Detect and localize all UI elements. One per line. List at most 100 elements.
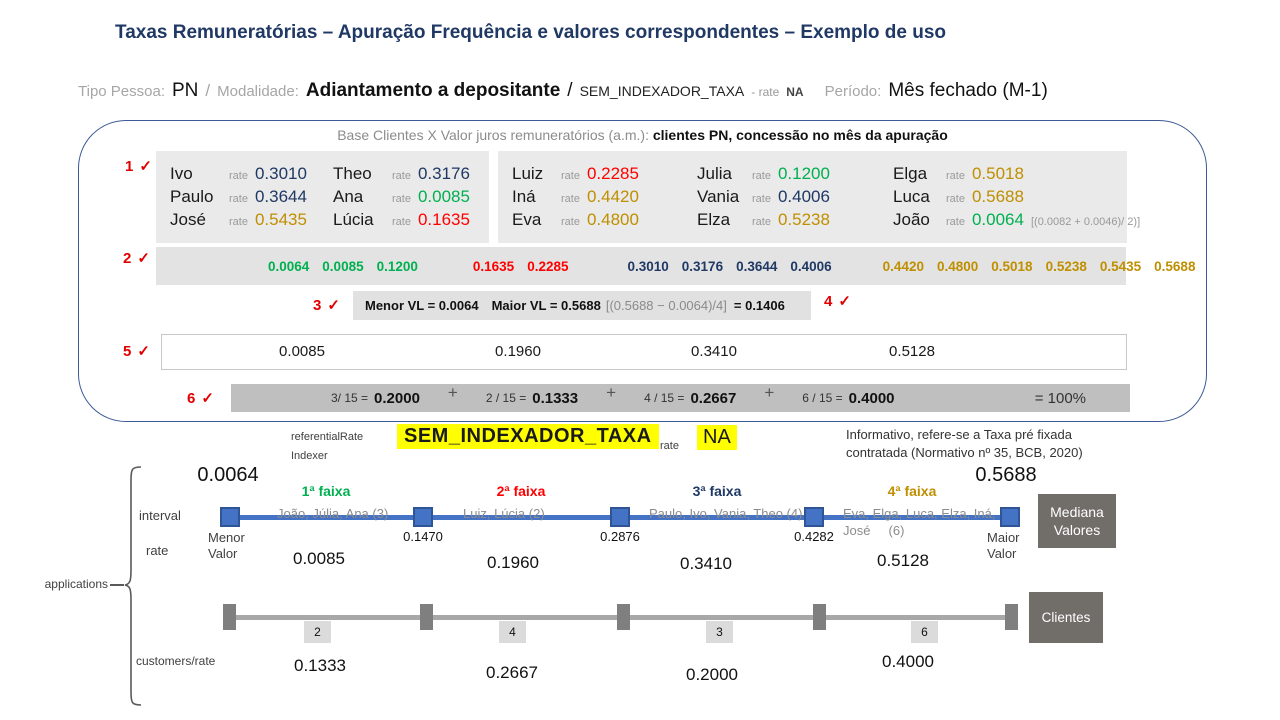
client-entry: João rate 0.0064 [(0.0082 + 0.0046)/ 2)] bbox=[893, 210, 1140, 230]
plus-sign: + bbox=[606, 383, 617, 402]
max-endpoint-label: Maior Valor bbox=[987, 530, 1020, 562]
periodo-value: Mês fechado (M-1) bbox=[888, 80, 1048, 101]
check-icon: ✓ bbox=[838, 293, 851, 310]
median-value: 0.5128 bbox=[889, 343, 935, 360]
client-name: Vania bbox=[697, 187, 740, 206]
mediana-valores-box: Mediana Valores bbox=[1038, 494, 1116, 548]
client-rate: 0.0064 bbox=[971, 210, 1024, 229]
faixa-rate: 0.5128 bbox=[877, 551, 929, 570]
base-clients-frame: Base Clientes X Valor juros remuneratóri… bbox=[78, 120, 1207, 422]
clientes-box: Clientes bbox=[1029, 592, 1103, 643]
client-entry: Iná rate 0.4420 bbox=[512, 187, 697, 207]
client-name: Theo bbox=[333, 164, 372, 183]
rate-label: rate bbox=[229, 193, 248, 205]
rate-label: rate bbox=[229, 216, 248, 228]
separator-slash: / bbox=[567, 80, 573, 101]
client-entry: Elza rate 0.5238 bbox=[697, 210, 893, 230]
sorted-rate: 0.5435 bbox=[1099, 258, 1142, 274]
client-entry: Eva rate 0.4800 bbox=[512, 210, 697, 230]
customer-rate: 0.4000 bbox=[882, 652, 934, 671]
check-icon: ✓ bbox=[139, 158, 152, 175]
faixa-rate: 0.0085 bbox=[293, 549, 345, 568]
step-number: 1 bbox=[125, 157, 134, 175]
informative-note: Informativo, refere-se a Taxa pré fixada… bbox=[846, 427, 1083, 460]
interval-result: = 0.1406 bbox=[733, 298, 785, 313]
sorted-rate: 0.4006 bbox=[790, 258, 832, 274]
menor-vl: Menor VL = 0.0064 bbox=[365, 298, 479, 313]
rate-value: NA bbox=[786, 85, 804, 99]
step-5-check: 5 ✓ bbox=[123, 342, 150, 361]
client-name: Lúcia bbox=[333, 210, 374, 229]
rate-value-highlight: NA bbox=[697, 425, 737, 450]
client-entry: Luiz rate 0.2285 bbox=[512, 164, 697, 184]
customers-node bbox=[1005, 604, 1018, 630]
step-number: 4 bbox=[824, 292, 833, 310]
plus-sign: + bbox=[764, 383, 775, 402]
sorted-rates-bar: 0.0064 0.0085 0.1200 0.1635 0.2285 0.301… bbox=[156, 247, 1195, 285]
subtitle: Tipo Pessoa: PN / Modalidade: Adiantamen… bbox=[78, 80, 1048, 102]
client-entry: Ivo rate 0.3010 bbox=[170, 164, 333, 184]
modalidade-value: Adiantamento a depositante bbox=[305, 80, 561, 101]
sorted-rate: 0.3644 bbox=[736, 258, 778, 274]
frame-header-black: clientes PN, concessão no mês da apuraçã… bbox=[652, 127, 948, 143]
indexer-value-highlight: SEM_INDEXADOR_TAXA bbox=[397, 424, 659, 449]
client-rate: 0.5435 bbox=[254, 210, 307, 229]
fraction-label: 2 / 15 = bbox=[485, 391, 527, 405]
rate-row-label: rate bbox=[146, 543, 169, 558]
client-rate-formula: [(0.0082 + 0.0046)/ 2)] bbox=[1030, 216, 1141, 228]
interval-node bbox=[610, 507, 630, 527]
faixa-rate: 0.1960 bbox=[487, 553, 539, 572]
tipo-pessoa-value: PN bbox=[172, 80, 199, 101]
rate-label: rate bbox=[561, 170, 580, 182]
customer-rate: 0.2000 bbox=[686, 665, 738, 684]
client-rate: 0.2285 bbox=[586, 164, 639, 183]
client-name: Ivo bbox=[170, 164, 193, 183]
periodo-label: Período: bbox=[824, 83, 882, 100]
interval-row-label: interval bbox=[139, 508, 181, 523]
rate-label: rate bbox=[752, 193, 771, 205]
rate-label: rate bbox=[561, 216, 580, 228]
boundary-value: 0.1470 bbox=[403, 529, 443, 544]
client-name: Luca bbox=[893, 187, 930, 206]
boundary-value: 0.2876 bbox=[600, 529, 640, 544]
indexador-value: SEM_INDEXADOR_TAXA bbox=[579, 83, 745, 99]
fraction-value: 0.2667 bbox=[690, 389, 737, 407]
client-name: João bbox=[893, 210, 930, 229]
step-4-check: 4 ✓ bbox=[824, 292, 851, 311]
client-entry: José rate 0.5435 bbox=[170, 210, 333, 230]
step-number: 6 bbox=[187, 389, 196, 407]
faixa-clients: Paulo, Ivo, Vania, Theo (4) bbox=[649, 506, 803, 521]
referential-rate-label: referentialRate bbox=[291, 431, 364, 443]
sorted-rate: 0.2285 bbox=[527, 258, 569, 274]
client-name: Julia bbox=[697, 164, 732, 183]
client-rate: 0.0085 bbox=[417, 187, 470, 206]
indexer-label: Indexer bbox=[291, 450, 328, 462]
client-rate: 0.3644 bbox=[254, 187, 307, 206]
clients-panel-left: Ivo rate 0.3010 Theo rate 0.3176 Paulo rate 0.… bbox=[156, 151, 489, 243]
customer-rate: 0.1333 bbox=[294, 656, 346, 675]
sorted-rate: 0.5238 bbox=[1045, 258, 1087, 274]
client-rate: 0.4800 bbox=[586, 210, 639, 229]
client-rate: 0.4006 bbox=[777, 187, 830, 206]
customer-count-chip: 2 bbox=[304, 621, 331, 643]
client-entry: Julia rate 0.1200 bbox=[697, 164, 893, 184]
boundary-value: 0.4282 bbox=[794, 529, 834, 544]
rate-label: rate bbox=[946, 193, 965, 205]
rate-label: rate bbox=[752, 170, 771, 182]
sorted-rate: 0.1635 bbox=[472, 258, 515, 274]
client-entry: Lúcia rate 0.1635 bbox=[333, 210, 489, 230]
maior-vl: Maior VL = 0.5688 bbox=[491, 298, 601, 313]
step-number: 2 bbox=[123, 249, 132, 267]
check-icon: ✓ bbox=[137, 250, 150, 267]
faixa-clients: João, Júlia, Ana (3) bbox=[277, 506, 389, 521]
min-endpoint-label: Menor Valor bbox=[208, 530, 245, 562]
customer-count-chip: 6 bbox=[911, 621, 938, 643]
client-name: Ana bbox=[333, 187, 364, 206]
customers-node bbox=[813, 604, 826, 630]
sorted-rate: 0.1200 bbox=[376, 258, 418, 274]
rate-label: rate bbox=[752, 216, 771, 228]
total-label: = 100% bbox=[1034, 389, 1086, 407]
customers-node bbox=[223, 604, 236, 630]
client-name: Luiz bbox=[512, 164, 544, 183]
rate-label: rate bbox=[229, 170, 248, 182]
